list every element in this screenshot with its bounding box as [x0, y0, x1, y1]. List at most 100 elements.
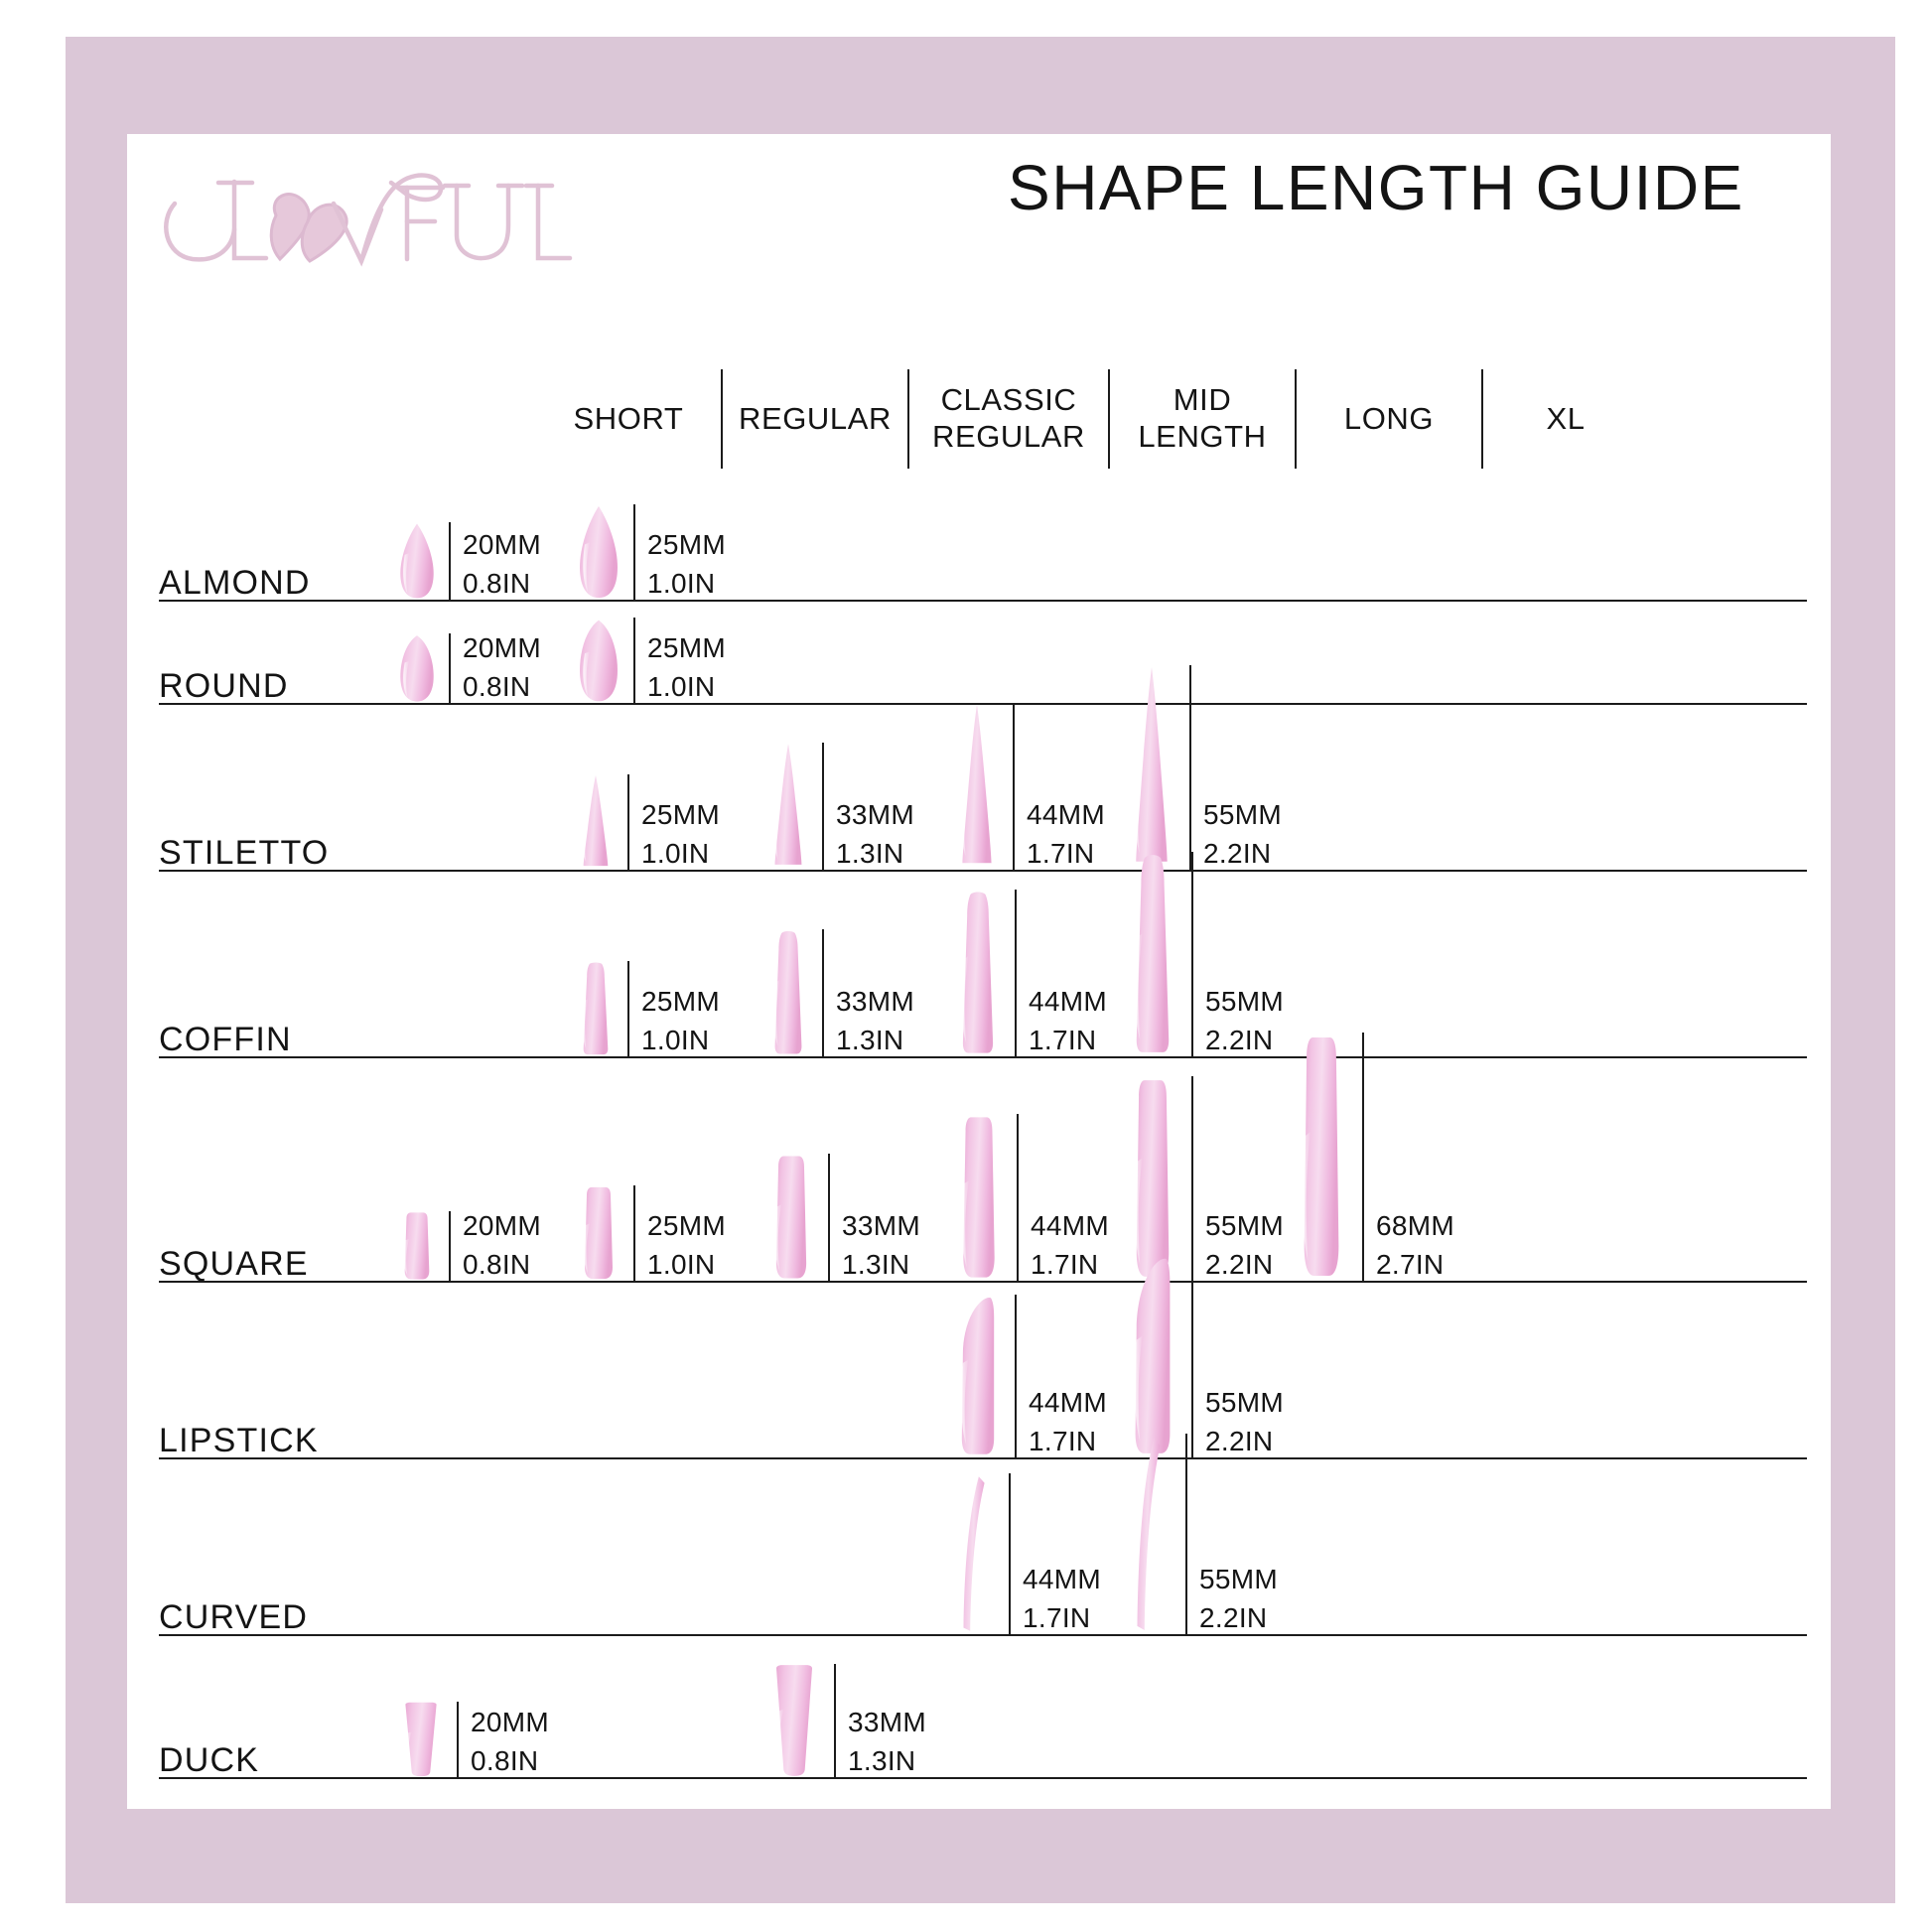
measurement-in: 2.2IN: [1199, 1602, 1268, 1634]
nail-cell-stiletto-regular: 25MM 1.0IN: [574, 774, 796, 870]
row-divider-stiletto: [159, 870, 1807, 872]
row-label-stiletto: STILETTO: [159, 834, 330, 872]
column-header-short: SHORT: [573, 400, 684, 436]
length-tick-mark: [1189, 665, 1191, 870]
column-header-mid-length-label: MID LENGTH: [1138, 382, 1267, 454]
measurement-label: 33MM 1.3IN: [836, 795, 914, 875]
column-divider-2: [907, 369, 909, 469]
measurement-label: 25MM 1.0IN: [647, 628, 726, 708]
nail-cell-round-regular: 25MM 1.0IN: [574, 618, 802, 703]
length-tick-mark: [1191, 1255, 1193, 1457]
measurement-mm: 44MM: [1027, 798, 1105, 830]
measurement-label: 20MM 0.8IN: [463, 525, 541, 605]
nail-cell-coffin-regular: 25MM 1.0IN: [574, 961, 796, 1056]
length-tick-mark: [627, 961, 629, 1056]
measurement-label: 44MM 1.7IN: [1031, 1206, 1109, 1286]
measurement-label: 33MM 1.3IN: [842, 1206, 920, 1286]
nail-swatch-duck: [764, 1664, 824, 1777]
row-divider-duck: [159, 1777, 1807, 1779]
measurement-label: 25MM 1.0IN: [647, 1206, 726, 1286]
length-tick-mark: [822, 929, 824, 1056]
column-divider-5: [1481, 369, 1483, 469]
measurement-mm: 33MM: [842, 1209, 920, 1241]
nail-cell-curved-mid_length: 44MM 1.7IN: [951, 1473, 1177, 1634]
nail-cell-lipstick-long: 55MM 2.2IN: [1124, 1255, 1360, 1457]
measurement-in: 2.2IN: [1205, 1249, 1274, 1281]
length-tick-mark: [1191, 1076, 1193, 1281]
measurement-mm: 55MM: [1205, 1386, 1284, 1418]
measurement-in: 1.7IN: [1029, 1025, 1097, 1056]
nail-swatch-stiletto: [574, 774, 618, 870]
length-tick-mark: [449, 1211, 451, 1281]
nail-cell-square-xl: 68MM 2.7IN: [1291, 1033, 1531, 1281]
row-label-round: ROUND: [159, 667, 289, 705]
measurement-label: 44MM 1.7IN: [1029, 982, 1107, 1061]
length-tick-mark: [633, 1185, 635, 1281]
measurement-label: 44MM 1.7IN: [1029, 1383, 1107, 1462]
column-header-xl: XL: [1546, 400, 1586, 436]
column-header-long: LONG: [1343, 400, 1435, 436]
column-header-classic-regular-label: CLASSIC REGULAR: [931, 382, 1086, 454]
measurement-label: 55MM 2.2IN: [1205, 1383, 1284, 1462]
row-divider-coffin: [159, 1056, 1807, 1058]
measurement-in: 1.7IN: [1031, 1249, 1099, 1281]
measurement-in: 1.0IN: [647, 671, 716, 703]
measurement-label: 33MM 1.3IN: [836, 982, 914, 1061]
measurement-label: 68MM 2.7IN: [1376, 1206, 1454, 1286]
length-tick-mark: [633, 504, 635, 600]
nail-swatch-almond: [574, 504, 623, 600]
measurement-mm: 25MM: [641, 798, 720, 830]
measurement-in: 2.7IN: [1376, 1249, 1445, 1281]
measurement-mm: 44MM: [1031, 1209, 1109, 1241]
nail-cell-square-classic_regular: 33MM 1.3IN: [764, 1154, 997, 1281]
nail-swatch-curved: [951, 1473, 999, 1634]
measurement-label: 55MM 2.2IN: [1199, 1560, 1278, 1639]
length-tick-mark: [1191, 852, 1193, 1056]
nail-swatch-almond: [395, 522, 439, 600]
nail-cell-duck-short: 20MM 0.8IN: [395, 1702, 625, 1777]
nail-cell-round-short: 20MM 0.8IN: [395, 632, 618, 703]
nail-swatch-coffin: [764, 929, 812, 1056]
nail-swatch-stiletto: [951, 703, 1003, 870]
measurement-mm: 44MM: [1029, 985, 1107, 1017]
length-tick-mark: [1009, 1473, 1011, 1634]
nail-cell-square-regular: 25MM 1.0IN: [574, 1185, 802, 1281]
measurement-in: 1.0IN: [647, 1249, 716, 1281]
measurement-label: 44MM 1.7IN: [1023, 1560, 1101, 1639]
nail-cell-lipstick-mid_length: 44MM 1.7IN: [951, 1295, 1183, 1457]
row-divider-round: [159, 703, 1807, 705]
nail-cell-square-mid_length: 44MM 1.7IN: [951, 1114, 1185, 1281]
nail-swatch-square: [1124, 1076, 1181, 1281]
column-header-row: SHORT REGULAR CLASSIC REGULAR MID LENGTH…: [536, 369, 1648, 469]
length-tick-mark: [834, 1664, 836, 1777]
measurement-label: 55MM 2.2IN: [1203, 795, 1282, 875]
row-label-almond: ALMOND: [159, 564, 311, 602]
measurement-in: 0.8IN: [463, 1249, 531, 1281]
measurement-in: 1.3IN: [836, 1025, 904, 1056]
measurement-in: 1.3IN: [836, 838, 904, 870]
row-label-square: SQUARE: [159, 1245, 309, 1283]
row-label-curved: CURVED: [159, 1598, 309, 1636]
column-header-regular: REGULAR: [738, 400, 893, 436]
measurement-label: 25MM 1.0IN: [647, 525, 726, 605]
nail-swatch-duck: [395, 1702, 447, 1777]
length-tick-mark: [1015, 890, 1017, 1056]
measurement-label: 20MM 0.8IN: [471, 1703, 549, 1782]
measurement-mm: 44MM: [1023, 1563, 1101, 1594]
length-tick-mark: [449, 633, 451, 703]
nail-cell-square-long: 55MM 2.2IN: [1124, 1076, 1360, 1281]
measurement-mm: 44MM: [1029, 1386, 1107, 1418]
nail-swatch-square: [951, 1114, 1007, 1281]
column-header-mid-length: MID LENGTH: [1110, 369, 1295, 469]
measurement-mm: 25MM: [647, 631, 726, 663]
measurement-in: 1.0IN: [647, 568, 716, 600]
measurement-in: 2.2IN: [1203, 838, 1272, 870]
measurement-in: 1.3IN: [842, 1249, 910, 1281]
measurement-label: 44MM 1.7IN: [1027, 795, 1105, 875]
nail-cell-duck-classic_regular: 33MM 1.3IN: [764, 1664, 1003, 1777]
nail-swatch-square: [574, 1185, 623, 1281]
measurement-in: 0.8IN: [471, 1745, 539, 1777]
row-label-coffin: COFFIN: [159, 1021, 292, 1058]
measurement-in: 0.8IN: [463, 568, 531, 600]
